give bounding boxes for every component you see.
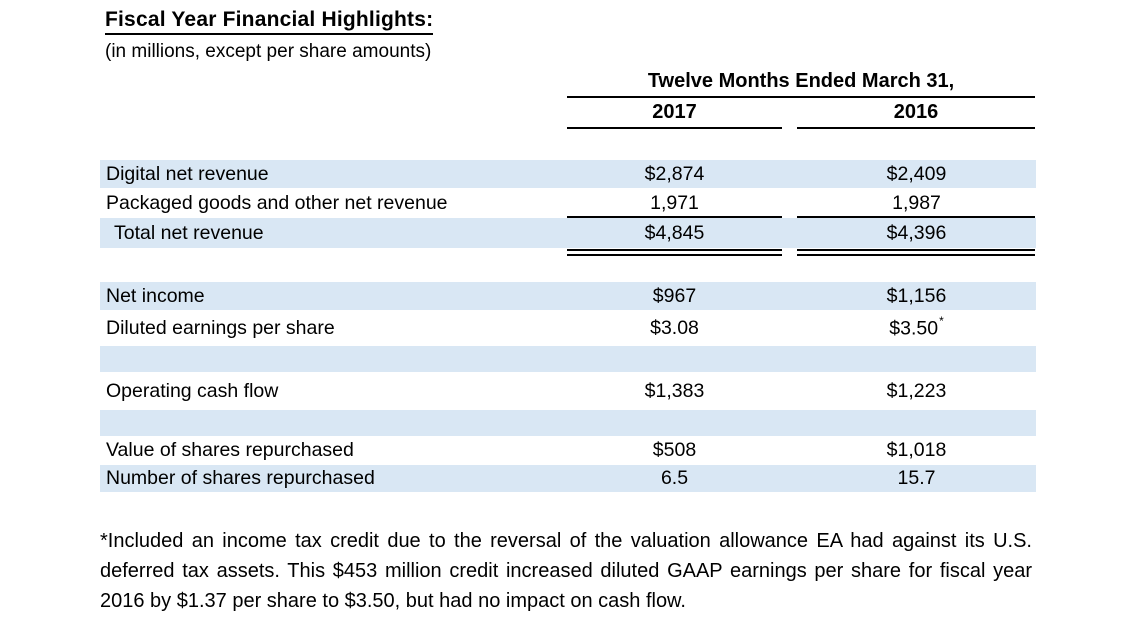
row-label: Packaged goods and other net revenue [106, 191, 448, 214]
cell-2016: $4,396 [886, 221, 947, 244]
cell-2017: $967 [652, 284, 697, 307]
spacer-row [100, 410, 1036, 436]
double-rule-2016 [797, 249, 1035, 256]
table-row-number-shares-repurchased: Number of shares repurchased 6.5 15.7 [100, 465, 1036, 492]
financial-highlights-table: Digital net revenue $2,874 $2,409 Packag… [100, 160, 1036, 492]
page-subtitle: (in millions, except per share amounts) [105, 41, 432, 62]
column-header-2016: 2016 [797, 101, 1035, 129]
cell-2017: $2,874 [644, 162, 705, 185]
cell-2016: $1,223 [886, 379, 947, 402]
cell-2016: $3.50* [797, 313, 1036, 341]
table-row-digital-net-revenue: Digital net revenue $2,874 $2,409 [100, 160, 1036, 188]
cell-2016: $1,156 [886, 284, 947, 307]
cell-2016-value: $3.50 [889, 317, 939, 340]
footnote-marker: * [939, 313, 944, 328]
single-rule-2016 [797, 216, 1035, 218]
double-rule-2017 [567, 249, 782, 256]
spacer-row [100, 346, 1036, 372]
row-label: Net income [106, 284, 205, 307]
table-row-total-net-revenue: Total net revenue $4,845 $4,396 [100, 218, 1036, 256]
single-rule-2017 [567, 216, 782, 218]
cell-2017: 1,971 [650, 191, 699, 214]
table-row-diluted-eps: Diluted earnings per share $3.08 $3.50* [100, 310, 1036, 346]
cell-2016: $2,409 [886, 162, 947, 185]
period-column-header: Twelve Months Ended March 31, [567, 70, 1035, 98]
table-row-value-shares-repurchased: Value of shares repurchased $508 $1,018 [100, 436, 1036, 465]
table-row-operating-cash-flow: Operating cash flow $1,383 $1,223 [100, 372, 1036, 410]
row-label: Number of shares repurchased [106, 467, 375, 489]
cell-2017: $4,845 [644, 221, 705, 244]
cell-2017: $3.08 [650, 316, 699, 339]
cell-2016: $1,018 [886, 439, 947, 461]
row-label: Value of shares repurchased [106, 439, 354, 461]
column-header-2017: 2017 [567, 101, 782, 129]
row-label: Digital net revenue [106, 162, 269, 185]
cell-2017: $1,383 [644, 379, 705, 402]
row-label: Diluted earnings per share [106, 316, 335, 339]
table-row-packaged-goods-net-revenue: Packaged goods and other net revenue 1,9… [100, 188, 1036, 218]
page-title: Fiscal Year Financial Highlights: [105, 8, 434, 35]
cell-2016: 1,987 [892, 191, 941, 214]
row-label: Total net revenue [114, 221, 264, 244]
footnote-text: *Included an income tax credit due to th… [100, 530, 1032, 612]
cell-2017: $508 [652, 439, 697, 461]
table-row-net-income: Net income $967 $1,156 [100, 282, 1036, 310]
cell-2016: 15.7 [897, 467, 936, 489]
spacer-row [100, 248, 1036, 282]
cell-2017: 6.5 [660, 467, 689, 489]
row-label: Operating cash flow [106, 379, 279, 402]
